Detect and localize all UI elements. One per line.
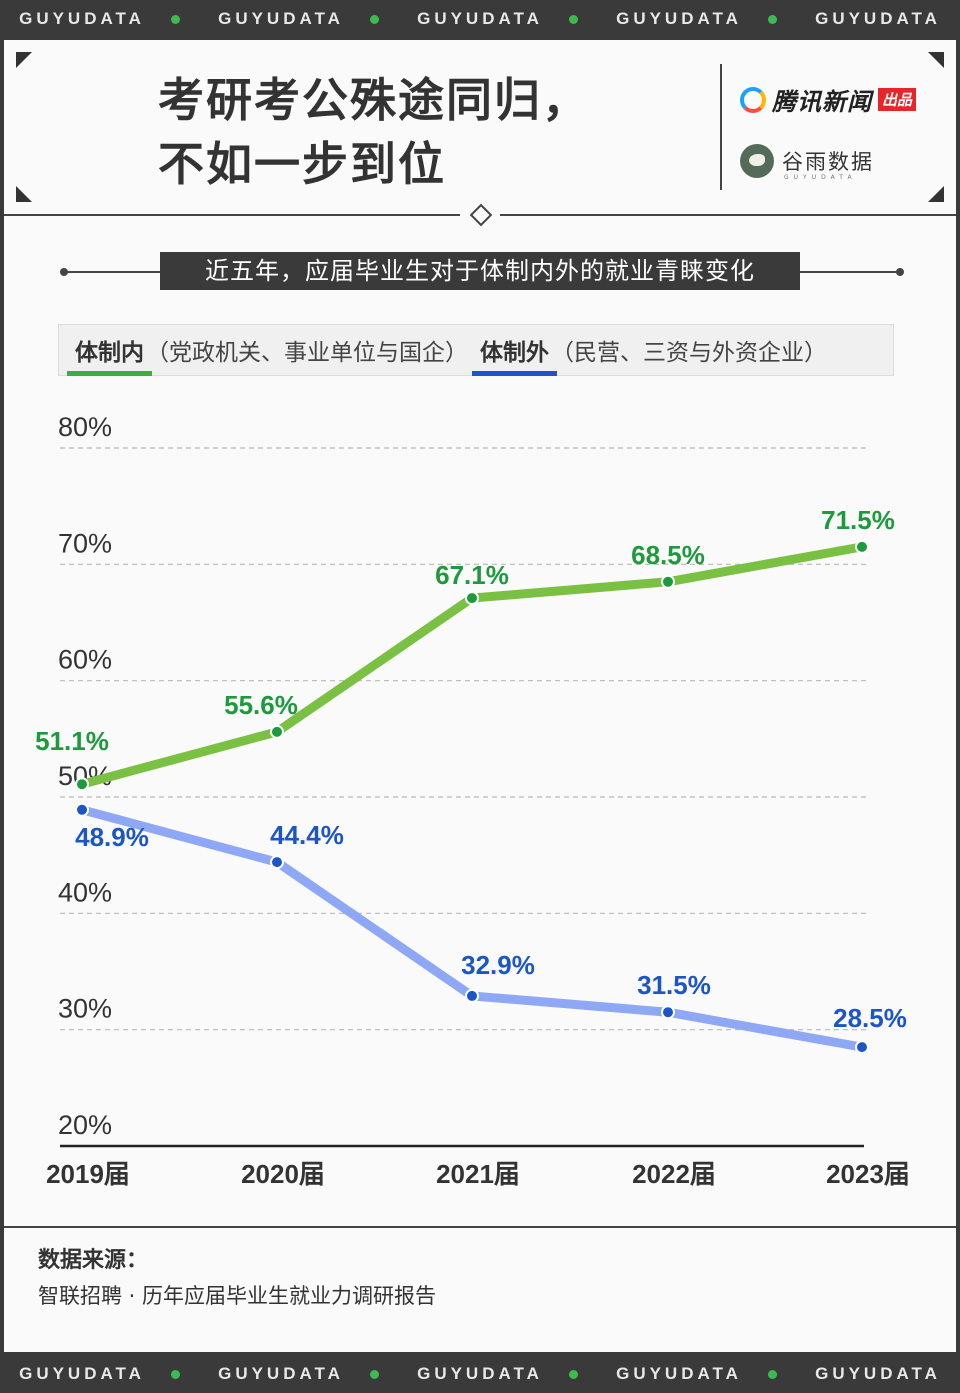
data-label: 28.5% — [833, 1003, 907, 1033]
data-point — [270, 724, 284, 739]
top-ticker: GUYUDATA GUYUDATA GUYUDATA GUYUDATA GUYU… — [0, 0, 960, 38]
divider-left — [4, 214, 460, 216]
data-point — [465, 591, 479, 606]
ticker-item: GUYUDATA — [815, 1364, 941, 1383]
ticker-item: GUYUDATA — [815, 9, 941, 28]
subtitle-rule-right — [800, 271, 900, 273]
x-tick-label: 2022届 — [632, 1159, 716, 1189]
x-tick-label: 2019届 — [46, 1159, 130, 1189]
data-label: 44.4% — [270, 820, 344, 850]
data-point — [465, 988, 479, 1003]
subtitle-dot-right — [896, 268, 904, 276]
infographic-card: 考研考公殊途同归， 不如一步到位 腾讯新闻 出品 谷雨数据 GUYUDATA 近… — [4, 40, 956, 1352]
legend-outside-desc: （民营、三资与外资企业） — [551, 340, 827, 366]
legend-inside-desc: （党政机关、事业单位与国企） — [146, 340, 468, 366]
page-title: 考研考公殊途同归， 不如一步到位 — [158, 68, 590, 196]
data-point — [855, 1040, 869, 1055]
data-label: 71.5% — [821, 505, 895, 535]
data-label: 32.9% — [461, 950, 535, 980]
corner-mark-icon — [16, 186, 32, 202]
y-tick-label: 20% — [58, 1110, 112, 1140]
series-line-outside — [77, 805, 867, 1052]
corner-mark-icon — [16, 52, 32, 68]
ticker-item: GUYUDATA — [218, 9, 379, 29]
divider-right — [500, 214, 956, 216]
y-tick-label: 70% — [58, 528, 112, 558]
x-tick-label: 2023届 — [826, 1159, 910, 1189]
x-tick-label: 2020届 — [241, 1159, 325, 1189]
data-point — [75, 802, 89, 817]
ticker-item: GUYUDATA — [616, 1364, 777, 1384]
brand2-en: GUYUDATA — [784, 174, 857, 181]
tencent-news-logo: 腾讯新闻 出品 — [740, 82, 917, 117]
x-tick-label: 2021届 — [436, 1159, 520, 1189]
ticker-item: GUYUDATA — [19, 1364, 180, 1384]
data-point — [661, 1005, 675, 1020]
corner-mark-icon — [928, 186, 944, 202]
data-label: 68.5% — [631, 540, 705, 570]
ticker-item: GUYUDATA — [218, 1364, 379, 1384]
data-label: 51.1% — [35, 726, 109, 756]
y-tick-label: 60% — [58, 645, 112, 675]
source-text: 智联招聘 · 历年应届毕业生就业力调研报告 — [38, 1284, 437, 1308]
line-chart: 80%70%60%50%40%30%20%2019届 2020届 2021届 2022… — [35, 412, 910, 1189]
ticker-item: GUYUDATA — [19, 9, 180, 29]
source-label: 数据来源： — [38, 1248, 149, 1273]
y-tick-label: 80% — [58, 412, 112, 442]
brand1-tag: 出品 — [878, 88, 917, 111]
brand1-name: 腾讯新闻 — [772, 88, 872, 116]
ticker-item: GUYUDATA — [616, 9, 777, 29]
ticker-item: GUYUDATA — [417, 9, 578, 29]
corner-mark-icon — [928, 52, 944, 68]
brand2-name: 谷雨数据 — [782, 150, 874, 174]
legend-inside-name: 体制内 — [67, 333, 152, 376]
guyu-data-logo: 谷雨数据 GUYUDATA — [740, 144, 874, 181]
ticker-item: GUYUDATA — [417, 1364, 578, 1384]
header-divider — [720, 64, 722, 190]
tencent-news-icon — [740, 86, 766, 113]
data-point — [270, 855, 284, 870]
chart-legend: 体制内 （党政机关、事业单位与国企） 体制外 （民营、三资与外资企业） — [58, 324, 894, 376]
y-tick-label: 30% — [58, 994, 112, 1024]
data-label: 48.9% — [75, 822, 149, 852]
title-line-2: 不如一步到位 — [158, 137, 446, 191]
data-point — [75, 777, 89, 792]
data-point — [661, 574, 675, 589]
data-label: 55.6% — [224, 690, 298, 720]
legend-outside-name: 体制外 — [472, 333, 557, 376]
footer-divider — [4, 1226, 956, 1228]
data-label: 31.5% — [637, 970, 711, 1000]
title-line-1: 考研考公殊途同归， — [158, 73, 590, 127]
bird-icon — [740, 144, 774, 178]
subtitle-rule-left — [64, 271, 164, 273]
data-label: 67.1% — [435, 560, 509, 590]
data-point — [855, 539, 869, 554]
chart-subtitle: 近五年，应届毕业生对于体制内外的就业青睐变化 — [160, 252, 800, 290]
bottom-ticker: GUYUDATA GUYUDATA GUYUDATA GUYUDATA GUYU… — [0, 1355, 960, 1393]
y-tick-label: 40% — [58, 877, 112, 907]
